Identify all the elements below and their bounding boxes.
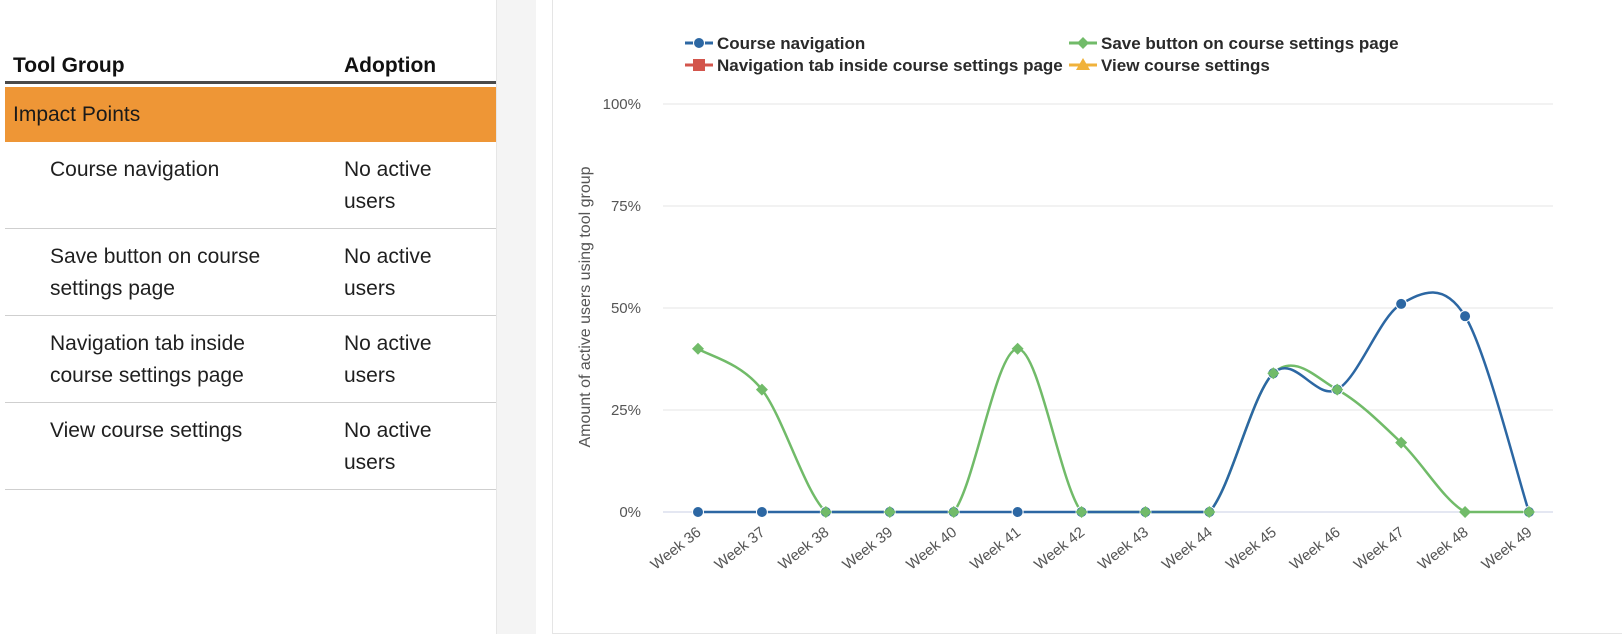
x-tick-label: Week 47 (1351, 524, 1408, 574)
data-point (1331, 383, 1344, 396)
data-point (1523, 506, 1535, 518)
data-point (755, 506, 768, 518)
adoption-line-chart: 0% 25% 50% 75% 100% Amount of active users us… (577, 34, 1553, 574)
series-line-0 (697, 291, 1531, 514)
table-row[interactable]: Navigation tab inside course settings pa… (5, 316, 496, 403)
y-tick-label: 75% (611, 198, 641, 215)
tool-name: View course settings (50, 419, 243, 442)
data-point (755, 383, 768, 396)
legend-label: View course settings (1101, 56, 1270, 75)
tool-name: Course navigation (50, 158, 220, 181)
data-point (1267, 367, 1280, 380)
x-tick-label: Week 45 (1223, 524, 1280, 574)
x-tick-label: Week 46 (1287, 524, 1344, 574)
data-point (692, 506, 704, 518)
data-point (883, 506, 896, 518)
x-tick-label: Week 44 (1159, 524, 1216, 574)
x-tick-label: Week 43 (1095, 524, 1152, 574)
data-point (1459, 310, 1472, 323)
x-tick-label: Week 36 (648, 524, 705, 574)
tool-name: Save button on course settings page (50, 245, 261, 300)
x-tick-label: Week 48 (1415, 524, 1472, 574)
y-axis-title: Amount of active users using tool group (577, 166, 594, 447)
legend-label: Course navigation (717, 34, 865, 53)
y-tick-label: 100% (603, 96, 641, 113)
adoption-value: No active users (344, 245, 432, 300)
tool-name: Navigation tab inside course settings pa… (50, 332, 245, 387)
legend-marker (693, 37, 705, 49)
group-header-impact-points: Impact Points (5, 87, 496, 142)
data-point (1011, 342, 1024, 355)
tool-group-table-panel: Tool Group Adoption Impact Points Course… (0, 0, 496, 634)
legend-item[interactable]: Course navigation (685, 34, 865, 53)
legend-item[interactable]: Navigation tab inside course settings pa… (685, 56, 1063, 75)
group-label: Impact Points (13, 103, 141, 126)
table-row[interactable]: View course settings No active users (5, 403, 496, 490)
x-tick-label: Week 38 (775, 524, 832, 574)
x-tick-label: Week 41 (967, 524, 1024, 574)
column-header-adoption[interactable]: Adoption (344, 54, 437, 77)
legend-label: Navigation tab inside course settings pa… (717, 56, 1063, 75)
data-point (1395, 436, 1408, 449)
x-tick-label: Week 37 (711, 524, 768, 574)
adoption-value: No active users (344, 332, 432, 387)
series-line-2 (697, 347, 1529, 514)
legend-marker (1076, 58, 1090, 70)
table-row[interactable]: Course navigation No active users (5, 142, 496, 229)
panel-divider (496, 0, 536, 634)
adoption-value: No active users (344, 419, 432, 474)
data-point (1139, 506, 1152, 518)
legend-item[interactable]: Save button on course settings page (1069, 34, 1399, 53)
legend-item[interactable]: View course settings (1069, 56, 1270, 75)
data-point (692, 342, 704, 355)
table-row[interactable]: Save button on course settings page No a… (5, 229, 496, 316)
x-tick-label: Week 49 (1479, 524, 1536, 574)
data-point (1075, 506, 1088, 518)
adoption-value: No active users (344, 158, 432, 213)
x-tick-label: Week 40 (903, 524, 960, 574)
table-header: Tool Group Adoption (5, 44, 496, 84)
data-point (1011, 506, 1024, 518)
legend-label: Save button on course settings page (1101, 34, 1399, 53)
data-point (947, 506, 960, 518)
data-point (819, 506, 832, 518)
data-point (1459, 506, 1472, 518)
data-point (1395, 297, 1408, 310)
legend-marker (1077, 37, 1089, 49)
x-tick-label: Week 39 (839, 524, 896, 574)
y-tick-label: 50% (611, 300, 641, 317)
y-tick-label: 0% (619, 504, 641, 521)
adoption-chart-panel: 0% 25% 50% 75% 100% Amount of active users us… (552, 0, 1622, 634)
x-tick-label: Week 42 (1031, 524, 1088, 574)
data-point (1203, 506, 1216, 518)
legend-marker (693, 59, 705, 71)
column-header-tool-group[interactable]: Tool Group (13, 54, 125, 77)
y-tick-label: 25% (611, 402, 641, 419)
